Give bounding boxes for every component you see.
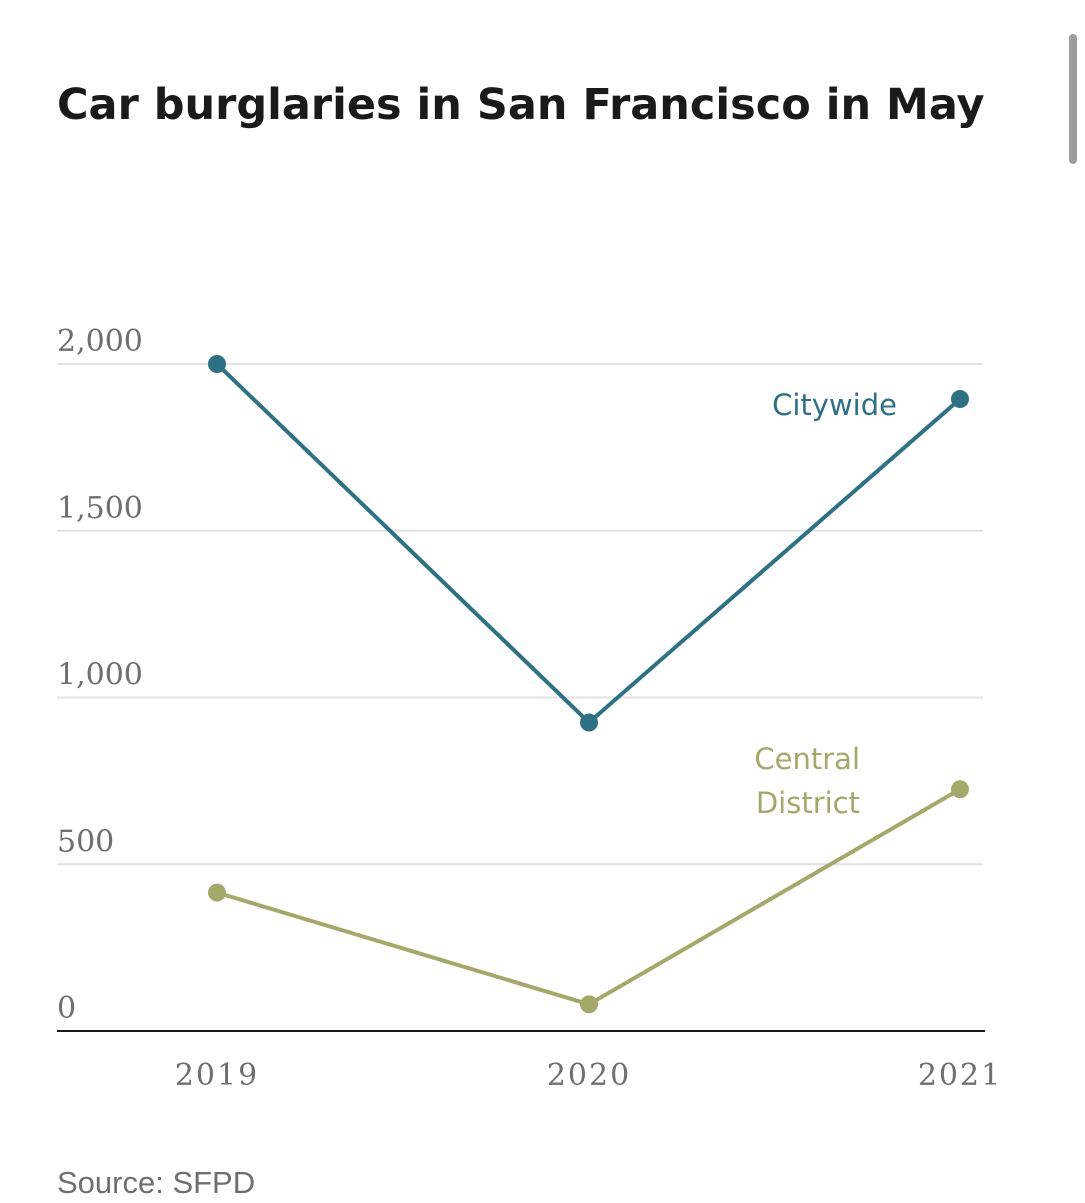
data-point — [580, 713, 598, 732]
data-point — [580, 995, 598, 1014]
data-point — [208, 355, 226, 373]
x-axis-tick-labels: 2019 2020 2021 — [175, 1058, 1002, 1093]
source-note: Source: SFPD — [57, 1165, 256, 1200]
y-tick-label: 0 — [57, 991, 76, 1026]
series-lines — [208, 355, 969, 1014]
y-tick-label: 1,500 — [57, 491, 143, 526]
series-label-citywide: Citywide — [772, 388, 897, 422]
x-tick-label: 2019 — [175, 1058, 259, 1093]
chart-title: Car burglaries in San Francisco in May — [57, 80, 985, 130]
series-label-central-district: Central District — [754, 742, 860, 820]
series-line-central-district — [215, 787, 962, 1007]
x-tick-label: 2021 — [918, 1058, 1002, 1093]
vertical-scrollbar[interactable] — [1069, 34, 1077, 164]
data-point — [951, 390, 969, 409]
data-point — [951, 780, 969, 799]
data-point — [208, 883, 226, 902]
y-tick-label: 1,000 — [57, 658, 143, 693]
y-tick-label: 500 — [57, 824, 114, 859]
x-tick-label: 2020 — [547, 1058, 631, 1093]
y-axis-tick-labels: 0 500 1,000 1,500 2,000 — [57, 324, 143, 1026]
y-tick-label: 2,000 — [57, 324, 143, 359]
series-labels: Citywide Central District — [754, 388, 897, 820]
